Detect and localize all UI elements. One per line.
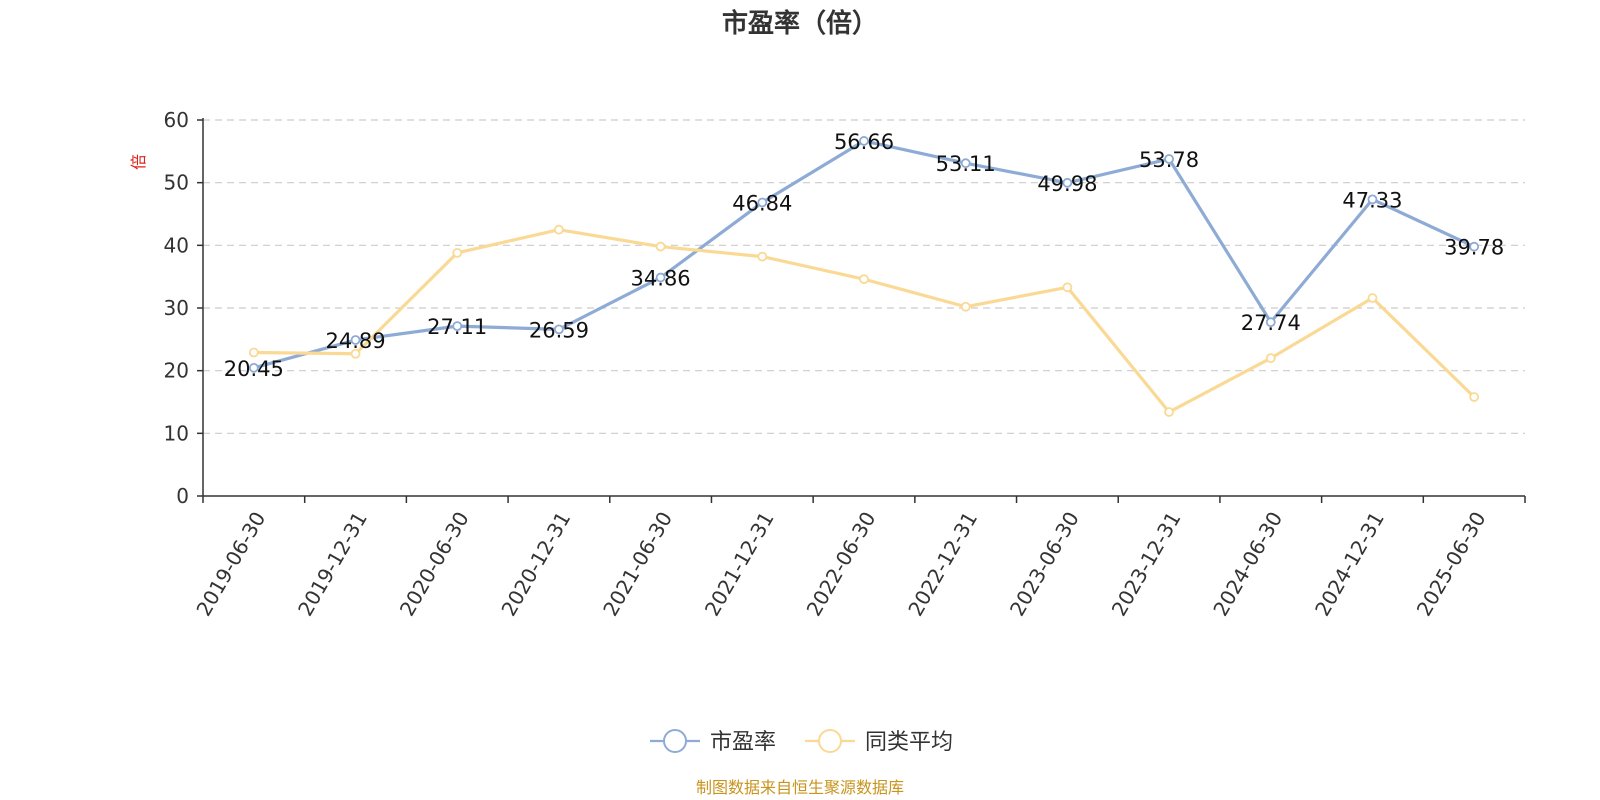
x-tick-label: 2021-06-30	[598, 508, 677, 621]
x-tick-label: 2025-06-30	[1412, 508, 1491, 621]
series-1-point	[859, 136, 869, 146]
legend-marker-icon	[818, 729, 842, 753]
data-label: 39.78	[1444, 236, 1504, 260]
data-label: 27.11	[427, 315, 487, 339]
series-2-point	[350, 348, 361, 359]
data-source-note: 制图数据来自恒生聚源数据库	[696, 778, 904, 797]
data-label: 27.74	[1241, 311, 1301, 335]
series-2-point	[452, 247, 463, 258]
series-1-point	[757, 197, 768, 208]
series-1-point	[960, 158, 971, 169]
legend-item-2[interactable]: 同类平均	[805, 729, 953, 755]
y-tick-label: 60	[164, 108, 189, 132]
series-2-point	[655, 241, 666, 252]
legend[interactable]: 市盈率 同类平均	[650, 729, 953, 755]
chart-title: 市盈率（倍）	[722, 8, 878, 39]
series-2-point	[1367, 293, 1378, 303]
series-2-point	[1469, 392, 1480, 402]
data-label: 20.45	[224, 357, 284, 381]
data-label: 53.11	[936, 152, 996, 176]
x-tick-label: 2020-12-31	[496, 508, 575, 621]
x-tick-label: 2022-12-31	[903, 508, 982, 621]
series-lines	[248, 136, 1480, 417]
series-2-point	[1062, 282, 1073, 293]
x-tick-label: 2019-06-30	[191, 508, 270, 621]
legend-label: 同类平均	[865, 730, 953, 755]
series-2-point	[1265, 353, 1276, 364]
data-label: 56.66	[834, 130, 894, 154]
series-2-point	[248, 347, 259, 358]
series-2-point	[859, 274, 869, 285]
y-tick-label: 30	[164, 296, 189, 320]
series-1-point	[1469, 241, 1480, 252]
data-label: 46.84	[732, 191, 792, 215]
data-label: 47.33	[1342, 188, 1402, 212]
series-1-point	[554, 324, 564, 335]
series-2-point	[1164, 407, 1174, 417]
y-tick-label: 20	[164, 359, 189, 383]
series-1-point	[1164, 154, 1174, 164]
data-label: 53.78	[1139, 148, 1199, 172]
x-tick-label: 2023-06-30	[1005, 508, 1084, 621]
series-1-point	[248, 362, 259, 373]
y-tick-label: 50	[164, 171, 189, 195]
y-tick-label: 0	[176, 484, 189, 508]
series-1-point	[1367, 194, 1378, 205]
grid-lines	[203, 119, 1525, 434]
x-tick-label: 2019-12-31	[293, 508, 372, 621]
series-1-point	[350, 335, 361, 345]
series-1-point	[452, 321, 463, 332]
data-label: 34.86	[631, 267, 691, 291]
x-tick-label: 2023-12-31	[1107, 508, 1186, 621]
data-label: 24.89	[325, 329, 385, 353]
series-2-point	[960, 301, 971, 312]
series-2-point	[554, 224, 564, 235]
series-1-point	[1265, 317, 1276, 328]
x-tick-label: 2024-06-30	[1208, 508, 1287, 621]
series-1-point	[655, 272, 666, 283]
data-labels: 20.45 24.89 27.11 26.59 34.86 46.84 56.66 53.11…	[224, 130, 1504, 381]
x-tick-label: 2021-12-31	[700, 508, 779, 621]
data-label: 26.59	[529, 318, 589, 342]
x-tick-label: 2020-06-30	[395, 508, 474, 621]
y-axis-unit-label: 倍	[129, 154, 148, 170]
data-label: 49.98	[1037, 172, 1097, 196]
x-tick-label: 2022-06-30	[802, 508, 881, 621]
legend-label: 市盈率	[710, 730, 776, 755]
axes: 0 10 20 30 40 50 60 2019-06-30 2019-12-31 2020-06…	[164, 108, 1526, 621]
series-2-point	[757, 251, 768, 262]
series-1-point	[1062, 177, 1073, 188]
x-tick-label: 2024-12-31	[1310, 508, 1389, 621]
y-tick-label: 10	[164, 421, 189, 445]
legend-item-1[interactable]: 市盈率	[650, 729, 776, 755]
legend-marker-icon	[663, 729, 687, 753]
y-tick-label: 40	[164, 233, 189, 257]
